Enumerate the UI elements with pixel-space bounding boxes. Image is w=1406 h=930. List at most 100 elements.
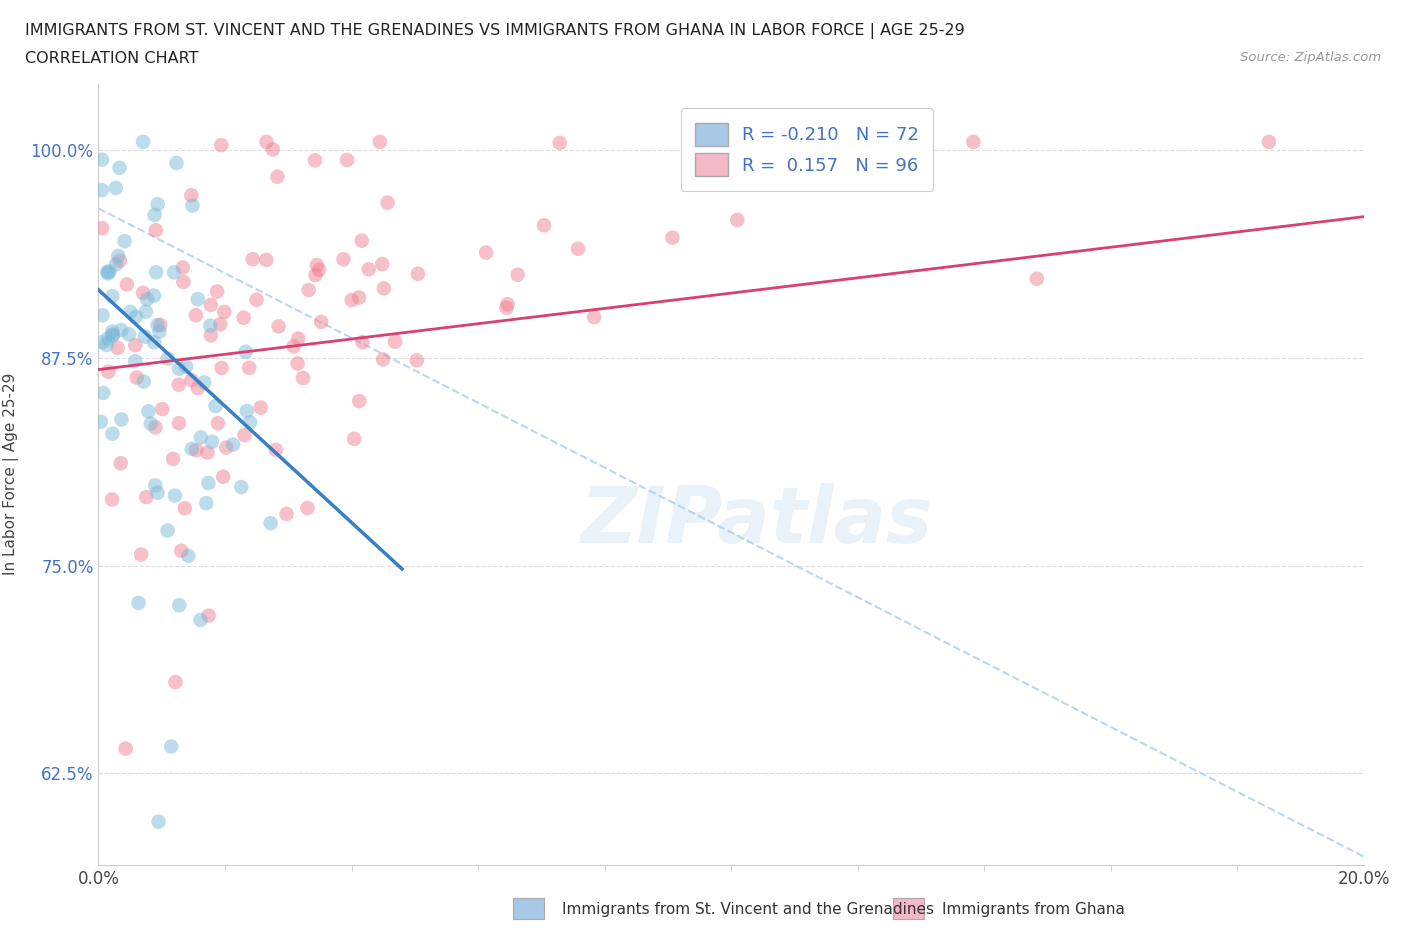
Legend: R = -0.210   N = 72, R =  0.157   N = 96: R = -0.210 N = 72, R = 0.157 N = 96 xyxy=(681,109,934,191)
Point xyxy=(209,138,232,153)
Point xyxy=(149,317,172,332)
Point xyxy=(167,362,190,377)
Point xyxy=(156,351,179,365)
Point xyxy=(139,417,162,432)
Point xyxy=(143,207,166,222)
Point xyxy=(101,426,124,441)
Point xyxy=(101,324,124,339)
Point xyxy=(180,188,202,203)
Point xyxy=(371,352,394,366)
Text: Source: ZipAtlas.com: Source: ZipAtlas.com xyxy=(1240,51,1381,64)
Point xyxy=(1257,135,1279,150)
Point xyxy=(297,283,319,298)
Point xyxy=(309,314,332,329)
Point xyxy=(232,311,254,325)
Point xyxy=(104,257,127,272)
Point xyxy=(352,335,374,350)
Point xyxy=(406,266,429,281)
Point xyxy=(129,547,152,562)
Point xyxy=(107,248,129,263)
Point xyxy=(583,310,606,325)
Point xyxy=(135,489,157,504)
Point xyxy=(148,815,170,830)
Point xyxy=(120,304,142,319)
Point xyxy=(104,180,127,195)
Point xyxy=(548,136,571,151)
Point xyxy=(332,252,354,267)
Point xyxy=(204,399,226,414)
Point xyxy=(287,331,309,346)
Point xyxy=(110,323,132,338)
Text: Immigrants from St. Vincent and the Grenadines: Immigrants from St. Vincent and the Gren… xyxy=(562,902,935,917)
Point xyxy=(201,434,224,449)
Point xyxy=(239,415,262,430)
Point xyxy=(101,328,124,343)
Point xyxy=(186,443,208,458)
Point xyxy=(304,153,326,167)
Point xyxy=(96,338,118,352)
Point xyxy=(145,223,167,238)
Point xyxy=(97,365,120,379)
Point xyxy=(124,353,146,368)
Point xyxy=(305,258,328,272)
Text: ZIPatlas: ZIPatlas xyxy=(581,484,932,559)
Point xyxy=(91,308,114,323)
Point xyxy=(165,674,187,689)
Point xyxy=(142,288,165,303)
Text: IMMIGRANTS FROM ST. VINCENT AND THE GRENADINES VS IMMIGRANTS FROM GHANA IN LABOR: IMMIGRANTS FROM ST. VINCENT AND THE GREN… xyxy=(25,23,965,39)
Point xyxy=(156,523,179,538)
Point xyxy=(177,549,200,564)
Point xyxy=(90,182,112,197)
Point xyxy=(214,304,236,319)
Point xyxy=(287,356,309,371)
Point xyxy=(297,500,319,515)
Point xyxy=(262,142,284,157)
Point xyxy=(163,265,186,280)
Point xyxy=(143,478,166,493)
Point xyxy=(172,274,194,289)
Point xyxy=(160,739,183,754)
Point xyxy=(207,416,229,431)
Point xyxy=(190,613,212,628)
Point xyxy=(266,169,288,184)
Point xyxy=(496,297,519,312)
Point xyxy=(212,470,235,485)
Point xyxy=(146,485,169,500)
Point xyxy=(197,475,219,490)
Point xyxy=(187,292,209,307)
Point xyxy=(132,286,155,300)
Point xyxy=(343,432,366,446)
Point xyxy=(308,262,330,277)
Point xyxy=(132,135,155,150)
Point xyxy=(495,300,517,315)
Point xyxy=(209,317,232,332)
Point xyxy=(146,317,169,332)
Point xyxy=(132,374,155,389)
Point xyxy=(118,327,141,342)
Point xyxy=(256,135,278,150)
Point xyxy=(180,373,202,388)
Point xyxy=(167,416,190,431)
Point xyxy=(350,233,373,248)
Point xyxy=(167,378,190,392)
Point xyxy=(215,440,238,455)
Point xyxy=(347,290,370,305)
Point xyxy=(125,370,148,385)
Point xyxy=(190,430,212,445)
Point xyxy=(347,393,370,408)
Point xyxy=(146,197,169,212)
Point xyxy=(96,264,118,279)
Point xyxy=(384,334,406,349)
Point xyxy=(91,153,114,167)
Point xyxy=(115,277,138,292)
Point xyxy=(101,289,124,304)
Point xyxy=(134,329,156,344)
Point xyxy=(260,516,283,531)
Point xyxy=(962,135,984,150)
Point xyxy=(108,161,131,176)
Point xyxy=(222,437,245,452)
Point xyxy=(114,233,136,248)
Point xyxy=(267,319,290,334)
Point xyxy=(97,331,120,346)
Point xyxy=(405,352,427,367)
